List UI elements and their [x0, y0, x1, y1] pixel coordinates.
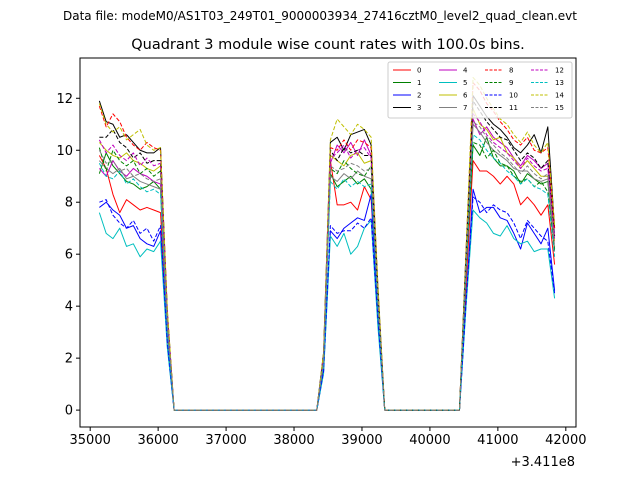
x-tick-label: 35000 — [70, 433, 111, 448]
series-layer — [98, 76, 556, 411]
x-tick-label: 42000 — [545, 433, 586, 448]
x-tick-label: 39000 — [341, 433, 382, 448]
x-axis: 35000 36000 37000 38000 39000 40000 41000 42000 — [70, 427, 586, 448]
series-line-0 — [98, 155, 556, 411]
legend-label-6: 6 — [463, 92, 468, 100]
x-tick-label: 36000 — [137, 433, 178, 448]
chart-title: Quadrant 3 module wise count rates with … — [131, 37, 525, 53]
series-line-10 — [99, 196, 556, 411]
x-tick-label: 37000 — [205, 433, 246, 448]
legend-label-2: 2 — [417, 92, 421, 100]
series-line-3 — [98, 95, 556, 411]
y-tick-label: 4 — [65, 300, 73, 315]
legend-label-3: 3 — [417, 104, 421, 112]
legend-box — [387, 61, 573, 119]
legend-label-12: 12 — [555, 67, 564, 75]
plot-area: 35000 36000 37000 38000 39000 40000 41000 42000… — [56, 57, 586, 470]
x-tick-label: 38000 — [273, 433, 314, 448]
series-line-15 — [98, 121, 556, 411]
y-tick-label: 2 — [65, 352, 73, 367]
series-line-6 — [98, 108, 556, 411]
legend-label-9: 9 — [509, 79, 513, 87]
data-file-caption: Data file: modeM0/AS1T03_249T01_90000039… — [63, 9, 577, 23]
x-tick-label: 41000 — [477, 433, 518, 448]
series-line-9 — [98, 141, 556, 411]
axes-frame — [79, 57, 577, 428]
legend-label-5: 5 — [463, 79, 467, 87]
series-line-14 — [98, 76, 556, 411]
series-line-11 — [99, 100, 556, 411]
x-tick-label: 40000 — [409, 433, 450, 448]
legend-label-13: 13 — [555, 79, 564, 87]
legend-label-7: 7 — [463, 104, 467, 112]
series-line-13 — [98, 134, 556, 411]
legend-label-8: 8 — [509, 67, 513, 75]
series-line-12 — [98, 113, 556, 411]
legend-label-15: 15 — [555, 104, 564, 112]
y-tick-label: 12 — [56, 92, 73, 107]
y-axis: 0 2 4 6 8 10 12 — [56, 92, 80, 419]
legend-label-1: 1 — [417, 79, 421, 87]
y-tick-label: 0 — [65, 404, 73, 419]
series-line-2 — [99, 188, 556, 411]
series-line-7 — [98, 123, 556, 411]
y-tick-label: 10 — [56, 144, 73, 159]
legend-label-0: 0 — [417, 67, 421, 75]
legend-label-10: 10 — [509, 92, 518, 100]
x-offset-label: +3.411e8 — [511, 455, 575, 470]
series-line-8 — [98, 82, 556, 411]
legend-label-14: 14 — [555, 92, 564, 100]
legend-label-11: 11 — [509, 104, 518, 112]
series-line-5 — [98, 209, 556, 411]
legend-label-4: 4 — [463, 67, 468, 75]
y-tick-label: 6 — [65, 248, 73, 263]
series-line-4 — [98, 118, 556, 411]
y-tick-label: 8 — [65, 196, 73, 211]
